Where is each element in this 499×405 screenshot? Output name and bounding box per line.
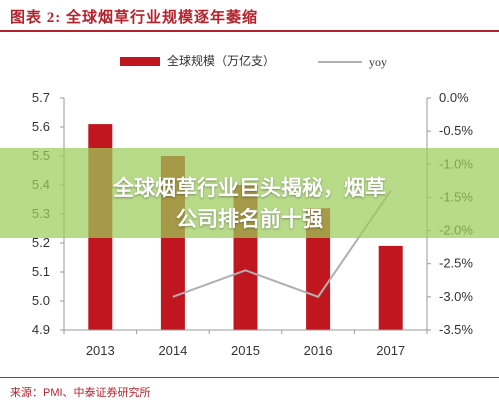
legend-label-bar: 全球规模（万亿支） xyxy=(167,53,275,68)
left-tick-label: 5.2 xyxy=(32,235,50,250)
x-tick-label: 2015 xyxy=(231,343,260,358)
legend-label-line: yoy xyxy=(369,55,387,69)
headline-line-1: 全球烟草行业巨头揭秘，烟草 xyxy=(113,177,386,200)
legend-swatch-bar xyxy=(120,57,160,66)
right-tick-label: -0.5% xyxy=(439,123,473,138)
legend: 全球规模（万亿支） yoy xyxy=(120,53,387,69)
chart-title: 图表 2: 全球烟草行业规模逐年萎缩 xyxy=(10,10,258,26)
source-note: 来源：PMI、中泰证券研究所 xyxy=(10,387,151,399)
left-tick-label: 5.6 xyxy=(32,119,50,134)
headline-banner: 全球烟草行业巨头揭秘，烟草 公司排名前十强 xyxy=(0,148,499,238)
right-tick-label: 0.0% xyxy=(439,90,469,105)
title-rule xyxy=(0,30,499,32)
x-tick-label: 2013 xyxy=(86,343,115,358)
right-tick-label: -3.5% xyxy=(439,322,473,337)
left-tick-label: 5.7 xyxy=(32,90,50,105)
x-tick-label: 2014 xyxy=(158,343,187,358)
right-tick-label: -3.0% xyxy=(439,289,473,304)
x-tick-label: 2016 xyxy=(304,343,333,358)
left-tick-label: 5.0 xyxy=(32,293,50,308)
yoy-line xyxy=(172,190,392,299)
source-rule xyxy=(0,377,499,378)
right-tick-label: -2.5% xyxy=(439,256,473,271)
left-tick-label: 5.1 xyxy=(32,264,50,279)
x-tick-label: 2017 xyxy=(376,343,405,358)
left-tick-label: 4.9 xyxy=(32,322,50,337)
headline-line-2: 公司排名前十强 xyxy=(176,208,323,231)
bar xyxy=(378,245,403,330)
